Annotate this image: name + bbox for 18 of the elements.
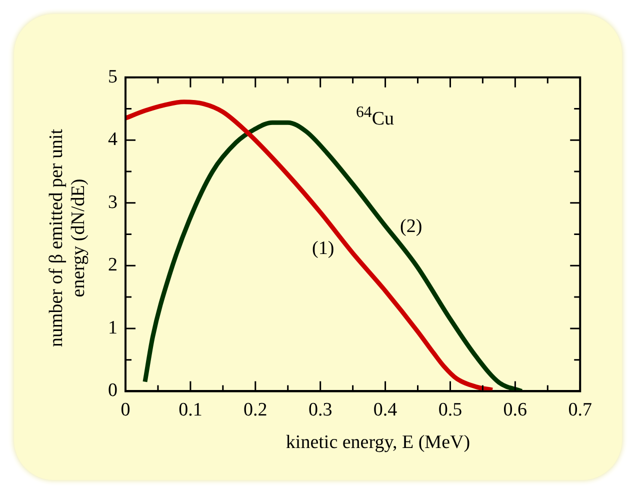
annotation: (1) bbox=[312, 238, 334, 260]
y-tick-label: 0 bbox=[108, 380, 118, 402]
y-tick-label: 1 bbox=[108, 317, 118, 338]
annotation: (2) bbox=[400, 216, 422, 238]
x-tick-label: 0.5 bbox=[438, 400, 462, 421]
y-axis-title: number of β emitted per unit energy (dN/dE) bbox=[46, 128, 89, 348]
x-tick-label: 0.2 bbox=[244, 400, 268, 421]
x-tick-label: 0.4 bbox=[373, 400, 398, 421]
y-tick-label: 5 bbox=[108, 66, 118, 88]
y-tick-label: 2 bbox=[108, 254, 118, 276]
y-tick-label: 3 bbox=[108, 192, 118, 213]
y-tick-label: 4 bbox=[108, 129, 118, 150]
x-tick-label: 0.3 bbox=[308, 400, 332, 421]
annotation: $^{64}$Cu bbox=[356, 104, 394, 130]
x-tick-label: 0.7 bbox=[568, 400, 592, 421]
x-tick-label: 0.1 bbox=[178, 400, 202, 421]
x-tick-label: 0.6 bbox=[503, 400, 528, 421]
x-axis-title: kinetic energy, E (MeV) bbox=[286, 432, 470, 453]
